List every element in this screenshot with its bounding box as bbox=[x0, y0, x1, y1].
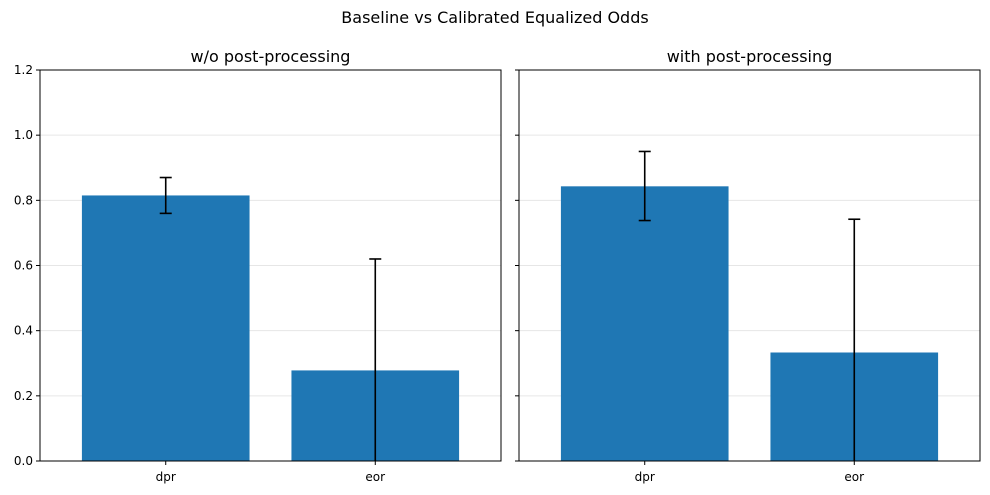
left-y-tick-label: 0.4 bbox=[14, 324, 33, 338]
left-y-tick-label: 0.8 bbox=[14, 193, 33, 207]
left-y-tick-label: 0.6 bbox=[14, 259, 33, 273]
right-x-tick-label-eor: eor bbox=[844, 470, 864, 484]
left-chart-panel: w/o post-processing 0.0 0.2 0.4 0.6 0.8 1.0 1.2… bbox=[14, 47, 502, 484]
left-y-tick-label: 1.0 bbox=[14, 128, 33, 142]
right-bar-dpr bbox=[560, 186, 729, 461]
left-y-tick-label: 1.2 bbox=[14, 63, 33, 77]
left-bar-dpr bbox=[81, 195, 250, 461]
left-x-tick-label-eor: eor bbox=[365, 470, 385, 484]
right-x-tick-label-dpr: dpr bbox=[635, 470, 655, 484]
left-y-tick-label: 0.2 bbox=[14, 389, 33, 403]
right-panel-title: with post-processing bbox=[667, 47, 833, 66]
right-chart-panel: with post-processing dpr eor bbox=[515, 47, 981, 484]
figure-title: Baseline vs Calibrated Equalized Odds bbox=[341, 8, 648, 27]
left-x-tick-label-dpr: dpr bbox=[156, 470, 176, 484]
left-panel-title: w/o post-processing bbox=[191, 47, 351, 66]
left-y-tick-label: 0.0 bbox=[14, 454, 33, 468]
